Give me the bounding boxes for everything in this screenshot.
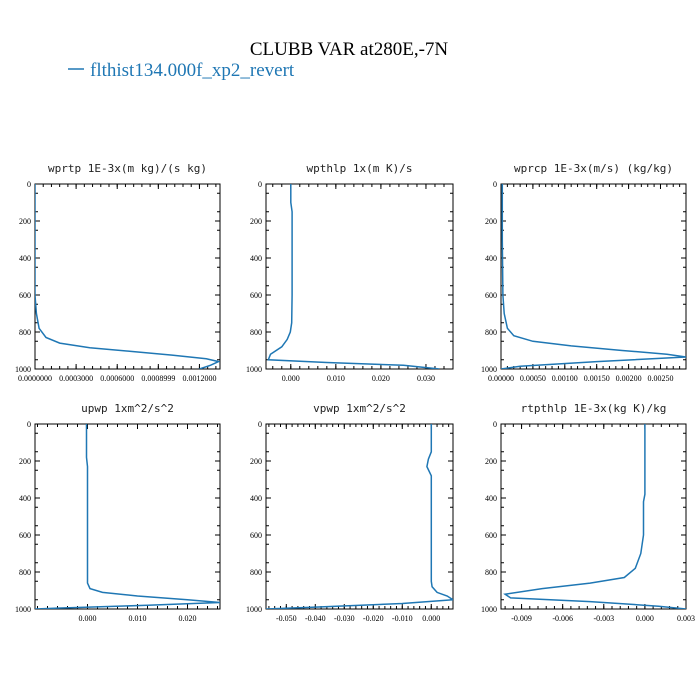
y-tick-label: 400 [19, 494, 31, 503]
panel-5: vpwp 1xm^2/s^2 0 200 400 600 800 1000 -0.050 -0.… [246, 402, 454, 623]
x-tick-label: 0.003 [677, 614, 695, 623]
panel-title: upwp 1xm^2/s^2 [81, 402, 174, 415]
x-tick-label: -0.006 [552, 614, 573, 623]
series-line [503, 424, 686, 609]
y-tick-label: 600 [485, 291, 497, 300]
y-tick-label: 800 [19, 568, 31, 577]
y-tick-label: 0 [493, 180, 497, 189]
y-tick-label: 800 [19, 328, 31, 337]
y-tick-label: 600 [485, 531, 497, 540]
x-tick-label: -0.040 [305, 614, 326, 623]
y-tick-label: 800 [485, 568, 497, 577]
panel-title: vpwp 1xm^2/s^2 [313, 402, 406, 415]
plot-frame [34, 183, 221, 370]
y-tick-label: 1000 [15, 365, 31, 374]
series-line [267, 184, 440, 369]
y-tick-label: 600 [19, 531, 31, 540]
y-tick-label: 1000 [481, 365, 497, 374]
y-tick-label: 400 [19, 254, 31, 263]
x-tick-label: 0.00150 [584, 374, 610, 383]
x-tick-label: 0.0000000 [18, 374, 52, 383]
y-tick-label: 400 [485, 254, 497, 263]
y-tick-label: 1000 [246, 605, 262, 614]
x-tick-label: 0.00250 [647, 374, 673, 383]
x-tick-label: 0.000 [79, 614, 97, 623]
x-tick-label: 0.020 [372, 374, 390, 383]
x-tick-label: 0.000 [282, 374, 300, 383]
series-line [266, 424, 453, 609]
panel-6: rtpthlp 1E-3x(kg K)/kg 0 200 400 600 800 1000 -… [481, 402, 695, 623]
x-tick-label: 0.0012000 [182, 374, 216, 383]
y-tick-label: 200 [19, 457, 31, 466]
plot-frame [34, 423, 221, 610]
x-tick-label: 0.0003000 [59, 374, 93, 383]
y-tick-label: 0 [258, 420, 262, 429]
y-tick-label: 0 [27, 180, 31, 189]
panel-1: wprtp 1E-3x(m kg)/(s kg) 0 200 400 600 800 100… [15, 162, 221, 383]
x-tick-label: -0.010 [392, 614, 413, 623]
plot-frame [265, 183, 454, 370]
panel-3: wprcp 1E-3x(m/s) (kg/kg) 0 200 400 600 800 100… [481, 162, 687, 383]
y-tick-label: 0 [258, 180, 262, 189]
x-tick-label: 0.010 [327, 374, 345, 383]
x-tick-label: 0.00200 [616, 374, 642, 383]
x-tick-label: -0.009 [511, 614, 532, 623]
x-tick-label: 0.000 [636, 614, 654, 623]
y-tick-label: 600 [250, 531, 262, 540]
panel-4: upwp 1xm^2/s^2 0 200 400 600 800 1000 0.000 0.01… [15, 402, 221, 623]
x-tick-label: -0.003 [593, 614, 614, 623]
panel-grid: wprtp 1E-3x(m kg)/(s kg) 0 200 400 600 800 100… [15, 162, 695, 623]
panel-title: wprcp 1E-3x(m/s) (kg/kg) [514, 162, 673, 175]
x-tick-label: -0.030 [334, 614, 355, 623]
plot-frame [500, 183, 687, 370]
y-tick-label: 800 [485, 328, 497, 337]
y-tick-label: 600 [250, 291, 262, 300]
panel-title: wpthlp 1x(m K)/s [307, 162, 413, 175]
y-tick-label: 400 [250, 254, 262, 263]
plot-frame [500, 423, 687, 610]
legend: flthist134.000f_xp2_revert [68, 60, 295, 81]
x-tick-label: 0.030 [417, 374, 435, 383]
y-tick-label: 400 [250, 494, 262, 503]
x-tick-label: 0.020 [179, 614, 197, 623]
y-tick-label: 200 [250, 217, 262, 226]
x-tick-label: -0.050 [276, 614, 297, 623]
legend-label: flthist134.000f_xp2_revert [90, 60, 295, 81]
x-tick-label: 0.00050 [520, 374, 546, 383]
plot-frame [265, 423, 454, 610]
panel-title: wprtp 1E-3x(m kg)/(s kg) [48, 162, 207, 175]
y-tick-label: 200 [485, 217, 497, 226]
y-tick-label: 200 [250, 457, 262, 466]
y-tick-label: 200 [19, 217, 31, 226]
y-tick-label: 1000 [15, 605, 31, 614]
series-line [35, 424, 220, 609]
y-tick-label: 0 [27, 420, 31, 429]
x-tick-label: 0.00100 [552, 374, 578, 383]
x-tick-label: 0.010 [129, 614, 147, 623]
y-tick-label: 800 [250, 328, 262, 337]
x-tick-label: -0.020 [363, 614, 384, 623]
panel-title: rtpthlp 1E-3x(kg K)/kg [521, 402, 667, 415]
x-tick-label: 0.000 [422, 614, 440, 623]
y-tick-label: 600 [19, 291, 31, 300]
series-line [501, 184, 686, 369]
y-tick-label: 800 [250, 568, 262, 577]
figure-title: CLUBB VAR at280E,-7N [250, 39, 449, 60]
y-tick-label: 0 [493, 420, 497, 429]
panel-2: wpthlp 1x(m K)/s 0 200 400 600 800 1000 0.000 0.… [246, 162, 454, 383]
y-tick-label: 400 [485, 494, 497, 503]
x-tick-label: 0.0006000 [100, 374, 134, 383]
x-tick-label: 0.00000 [488, 374, 514, 383]
x-tick-label: 0.0008999 [141, 374, 175, 383]
series-line [35, 184, 220, 369]
y-tick-label: 1000 [481, 605, 497, 614]
y-tick-label: 1000 [246, 365, 262, 374]
y-tick-label: 200 [485, 457, 497, 466]
